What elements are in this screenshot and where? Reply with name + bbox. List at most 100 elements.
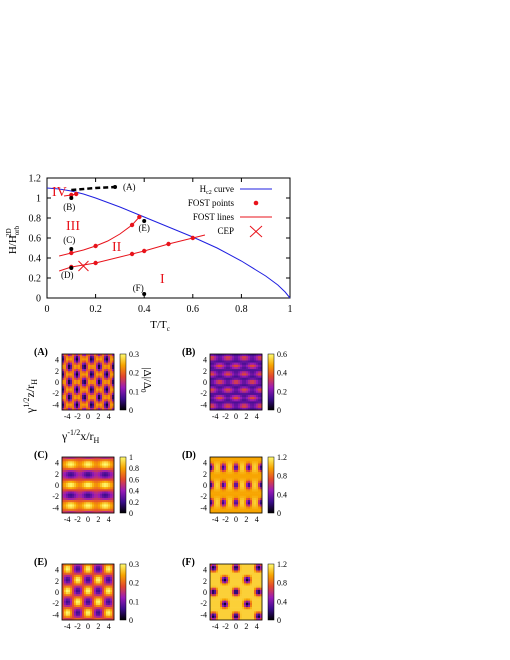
panel-x-tick-label: -4 xyxy=(64,412,71,421)
fost-point xyxy=(142,248,147,254)
colorbar-tick-label: 0.8 xyxy=(277,472,287,481)
x-tick-label: 0.6 xyxy=(187,304,200,315)
fost-line-lower-line xyxy=(58,234,206,272)
dashed-boundary-line xyxy=(71,185,116,192)
colorbar-tick-label: 1 xyxy=(129,453,133,462)
colorbar-tick-label: 0.3 xyxy=(129,560,139,569)
colorbar-tick-label: 0 xyxy=(129,406,133,415)
panel-x-tick-label: 4 xyxy=(107,412,111,421)
state-point xyxy=(69,196,74,200)
colorbar-label: |Δ|/Δ0 xyxy=(139,367,153,393)
panel-y-tick-label: -2 xyxy=(52,492,59,501)
panel-y-tick-label: -4 xyxy=(200,503,207,512)
state-point-label: (C) xyxy=(63,235,75,245)
panel-x-tick-label: 0 xyxy=(86,515,90,524)
region-label-ii: II xyxy=(112,240,122,255)
panel-f: (F)420-2-4-4 -2 0 2 41.20.80.40 xyxy=(182,557,287,631)
colorbar xyxy=(119,456,127,514)
region-label-i: I xyxy=(160,272,165,287)
colorbar-tick-label: 0.2 xyxy=(129,369,139,378)
fost-point xyxy=(129,222,135,228)
panel-y-tick-label: 4 xyxy=(203,459,207,468)
panel-x-tick-label: -2 xyxy=(222,622,229,631)
x-tick-label: 0.8 xyxy=(235,304,248,315)
legend-entry-fost-points: FOST points xyxy=(188,198,235,208)
colorbar-tick-label: 0.3 xyxy=(129,350,139,359)
y-tick-label: 0 xyxy=(36,294,41,305)
colorbar-tick-label: 0 xyxy=(277,509,281,518)
colorbar-tick-label: 0.8 xyxy=(277,579,287,588)
panel-y-tick-label: -2 xyxy=(52,599,59,608)
fost-point xyxy=(190,235,195,241)
state-point-label: (F) xyxy=(133,283,144,293)
panel-x-tick-label: 2 xyxy=(96,515,100,524)
markers: (A) (B) (C) (D) (E) (F) xyxy=(61,182,195,296)
y-tick-label: 1 xyxy=(36,194,41,205)
panel-x-tick-label: -2 xyxy=(74,622,81,631)
panel-x-tick-label: 0 xyxy=(234,622,238,631)
colorbar-tick-label: 0.4 xyxy=(277,369,287,378)
panel-y-tick-label: 4 xyxy=(55,459,59,468)
panel-y-axis-label: γ1/2z/rH xyxy=(22,379,39,414)
colorbar xyxy=(119,353,127,411)
panel-label: (A) xyxy=(34,347,48,358)
colorbar-tick-label: 1.2 xyxy=(277,560,287,569)
panel-y-tick-label: 4 xyxy=(55,356,59,365)
panel-x-tick-label: -4 xyxy=(212,515,219,524)
fost-point xyxy=(73,191,79,197)
colorbar-tick-label: 0.6 xyxy=(129,475,139,484)
panel-x-tick-label: 4 xyxy=(255,515,259,524)
legend-marker-cep xyxy=(249,225,263,238)
x-tick-label: 1 xyxy=(288,304,293,315)
colorbar-tick-label: 0.2 xyxy=(277,387,287,396)
panel-e: (E)420-2-4-4 -2 0 2 40.30.20.10 xyxy=(34,557,139,631)
state-point xyxy=(142,292,147,296)
colorbar-tick-label: 0.8 xyxy=(129,464,139,473)
panel-d: (D)420-2-4-4 -2 0 2 41.20.80.40 xyxy=(182,450,287,524)
panel-y-tick-label: -4 xyxy=(52,400,59,409)
y-tick-label: 0.4 xyxy=(29,254,42,265)
panel-x-tick-label: 0 xyxy=(86,412,90,421)
colorbar-tick-label: 0 xyxy=(277,616,281,625)
legend-marker-fost-points xyxy=(253,200,259,206)
panel-y-tick-label: 0 xyxy=(203,378,207,387)
panel-y-tick-label: -2 xyxy=(200,599,207,608)
fost-point xyxy=(69,192,74,198)
panel-frame xyxy=(209,353,263,411)
state-point xyxy=(113,185,118,189)
fost-point xyxy=(93,243,98,249)
colorbar-tick-label: 0.6 xyxy=(277,350,287,359)
panel-y-tick-label: -4 xyxy=(52,610,59,619)
fost-point xyxy=(129,251,135,257)
panel-x-tick-label: -4 xyxy=(212,412,219,421)
panel-y-tick-label: -4 xyxy=(200,400,207,409)
panel-x-tick-label: 4 xyxy=(107,622,111,631)
cep-marker xyxy=(78,260,89,272)
panel-x-tick-label: 2 xyxy=(96,622,100,631)
panel-y-tick-label: 4 xyxy=(55,566,59,575)
panel-x-tick-label: 4 xyxy=(255,412,259,421)
panel-frame xyxy=(209,456,263,514)
panel-y-tick-label: 0 xyxy=(203,481,207,490)
order-parameter-panels: (A)420-2-4-4 -2 0 2 40.30.20.10(B)420-2-4-4-… xyxy=(34,347,287,631)
panel-y-tick-label: 0 xyxy=(55,588,59,597)
panel-y-tick-label: 2 xyxy=(203,470,207,479)
panel-y-tick-label: -4 xyxy=(200,610,207,619)
panel-y-tick-label: 2 xyxy=(55,367,59,376)
panel-x-tick-label: -4 xyxy=(64,622,71,631)
panel-x-tick-label: 0 xyxy=(234,412,238,421)
panel-frame xyxy=(61,456,115,514)
colorbar-tick-label: 0.2 xyxy=(129,579,139,588)
panel-y-tick-label: 4 xyxy=(203,356,207,365)
state-point xyxy=(142,219,147,223)
panel-x-tick-label: -2 xyxy=(222,515,229,524)
y-axis-ticks: 0 0.2 0.4 0.6 0.8 1 1.2 xyxy=(29,174,290,305)
colorbar-tick-label: 0 xyxy=(129,616,133,625)
panel-y-tick-label: 0 xyxy=(203,588,207,597)
panel-x-tick-label: 2 xyxy=(244,622,248,631)
panel-frame xyxy=(61,353,115,411)
colorbar-tick-label: 0 xyxy=(129,509,133,518)
panel-y-tick-label: 0 xyxy=(55,378,59,387)
panel-y-tick-label: -2 xyxy=(200,389,207,398)
